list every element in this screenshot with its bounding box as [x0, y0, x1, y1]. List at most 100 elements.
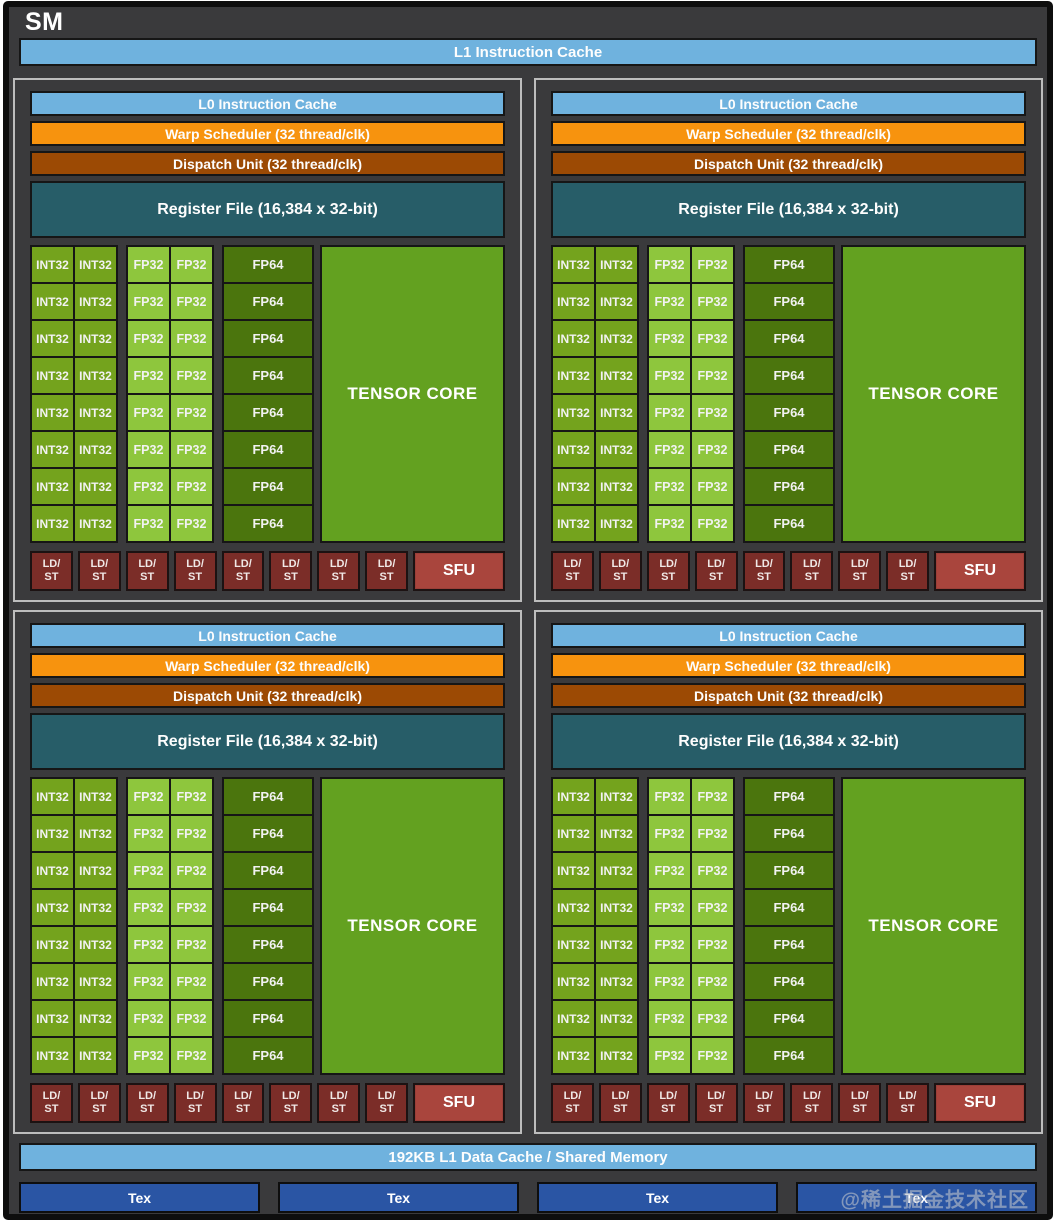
int32-core: INT32 [596, 779, 637, 814]
l1-instruction-cache-bar: L1 Instruction Cache [19, 38, 1037, 66]
ldst-unit: LD/ST [646, 1083, 690, 1123]
int32-core: INT32 [75, 1001, 116, 1036]
fp64-core: FP64 [745, 779, 833, 814]
fp64-core: FP64 [224, 927, 312, 962]
fp64-core-column: FP64 FP64 FP64 FP64 FP64 FP64 FP64 FP64 [743, 777, 835, 1075]
int32-core: INT32 [596, 247, 637, 282]
fp32-core: FP32 [649, 890, 690, 925]
fp64-core: FP64 [745, 506, 833, 541]
fp32-core: FP32 [171, 890, 212, 925]
ldst-unit: LD/ST [598, 1083, 642, 1123]
ldst-label-line1: LD/ [281, 558, 300, 571]
int32-core: INT32 [553, 853, 594, 888]
int32-core-column: INT32 INT32 INT32 INT32 INT32 INT32 INT32 INT32… [551, 245, 639, 543]
fp32-core: FP32 [692, 247, 733, 282]
int32-core: INT32 [75, 284, 116, 319]
ldst-label-line2: ST [44, 571, 59, 583]
ldst-label-line1: LD/ [329, 1090, 348, 1103]
ldst-unit: LD/ST [125, 1083, 169, 1123]
fp32-core: FP32 [649, 1038, 690, 1073]
int32-core: INT32 [553, 358, 594, 393]
ldst-unit: LD/ST [317, 551, 361, 591]
ldst-unit: LD/ST [173, 1083, 217, 1123]
fp64-core: FP64 [745, 395, 833, 430]
fp32-core: FP32 [692, 321, 733, 356]
fp32-core: FP32 [128, 395, 169, 430]
ldst-label-line2: ST [92, 1103, 107, 1115]
fp64-core: FP64 [224, 816, 312, 851]
fp32-core: FP32 [171, 1001, 212, 1036]
int32-core-column: INT32 INT32 INT32 INT32 INT32 INT32 INT32 INT32… [30, 777, 118, 1075]
ldst-unit: LD/ST [790, 1083, 834, 1123]
fp64-core: FP64 [745, 247, 833, 282]
fp32-core-column: FP32 FP32 FP32 FP32 FP32 FP32 FP32 FP32 FP32 FP32… [126, 777, 214, 1075]
ldst-unit: LD/ST [269, 1083, 313, 1123]
ldst-label-line1: LD/ [898, 558, 917, 571]
tensor-core: TENSOR CORE [320, 777, 505, 1075]
int32-core: INT32 [553, 816, 594, 851]
ldst-unit: LD/ST [838, 551, 882, 591]
tensor-core: TENSOR CORE [841, 777, 1026, 1075]
register-file-bar: Register File (16,384 x 32-bit) [551, 181, 1026, 238]
register-file-bar: Register File (16,384 x 32-bit) [551, 713, 1026, 770]
ldst-label-line1: LD/ [755, 1090, 773, 1103]
fp32-core-column: FP32 FP32 FP32 FP32 FP32 FP32 FP32 FP32 FP32 FP32… [647, 777, 735, 1075]
fp32-core: FP32 [128, 247, 169, 282]
int32-core: INT32 [32, 853, 73, 888]
int32-core: INT32 [75, 964, 116, 999]
dispatch-unit-bar: Dispatch Unit (32 thread/clk) [30, 683, 505, 708]
ldst-label-line2: ST [804, 571, 819, 583]
fp32-core: FP32 [692, 395, 733, 430]
fp64-core: FP64 [745, 927, 833, 962]
ldst-label-line1: LD/ [234, 1090, 252, 1103]
fp32-core: FP32 [171, 506, 212, 541]
dispatch-unit-bar: Dispatch Unit (32 thread/clk) [551, 683, 1026, 708]
int32-core: INT32 [75, 927, 116, 962]
ldst-label-line2: ST [140, 1103, 155, 1115]
ldst-label-line1: LD/ [898, 1090, 917, 1103]
fp32-core: FP32 [649, 964, 690, 999]
core-grid: INT32 INT32 INT32 INT32 INT32 INT32 INT32 INT32… [551, 245, 1026, 543]
int32-core: INT32 [553, 927, 594, 962]
register-file-bar: Register File (16,384 x 32-bit) [30, 181, 505, 238]
ldst-label-line2: ST [709, 571, 724, 583]
ldst-label-line1: LD/ [377, 1090, 396, 1103]
int32-core: INT32 [596, 432, 637, 467]
ldst-label-line1: LD/ [802, 558, 821, 571]
int32-core: INT32 [75, 890, 116, 925]
fp32-core: FP32 [128, 469, 169, 504]
fp64-core: FP64 [745, 816, 833, 851]
ldst-label-line2: ST [379, 1103, 394, 1115]
ldst-label-line2: ST [900, 1103, 915, 1115]
sfu-unit: SFU [934, 551, 1026, 591]
ldst-unit: LD/ST [886, 1083, 929, 1123]
ldst-label-line2: ST [283, 1103, 298, 1115]
core-grid: INT32 INT32 INT32 INT32 INT32 INT32 INT32 INT32… [30, 245, 505, 543]
tex-unit: Tex [278, 1182, 519, 1213]
fp32-core: FP32 [171, 358, 212, 393]
int32-core: INT32 [553, 1038, 594, 1073]
fp64-core: FP64 [745, 1001, 833, 1036]
fp32-core: FP32 [128, 284, 169, 319]
sm-partition: L0 Instruction Cache Warp Scheduler (32 … [13, 78, 522, 602]
ldst-unit: LD/ST [886, 551, 929, 591]
warp-scheduler-bar: Warp Scheduler (32 thread/clk) [30, 121, 505, 146]
int32-core: INT32 [596, 506, 637, 541]
fp32-core: FP32 [692, 1038, 733, 1073]
int32-core: INT32 [32, 247, 73, 282]
fp32-core: FP32 [128, 779, 169, 814]
sm-partition: L0 Instruction Cache Warp Scheduler (32 … [534, 610, 1043, 1134]
ldst-sfu-row: LD/ST LD/ST LD/ST LD/ST LD/ST LD/ST LD/ST LD/ST… [30, 551, 505, 591]
int32-core: INT32 [32, 964, 73, 999]
fp32-core: FP32 [128, 816, 169, 851]
ldst-label-line1: LD/ [138, 1090, 157, 1103]
ldst-unit: LD/ST [790, 551, 834, 591]
sm-partition: L0 Instruction Cache Warp Scheduler (32 … [534, 78, 1043, 602]
fp32-core: FP32 [692, 1001, 733, 1036]
warp-scheduler-bar: Warp Scheduler (32 thread/clk) [551, 121, 1026, 146]
ldst-label-line1: LD/ [707, 558, 725, 571]
fp32-core: FP32 [128, 853, 169, 888]
int32-core: INT32 [75, 779, 116, 814]
fp32-core: FP32 [649, 927, 690, 962]
int32-core: INT32 [553, 321, 594, 356]
